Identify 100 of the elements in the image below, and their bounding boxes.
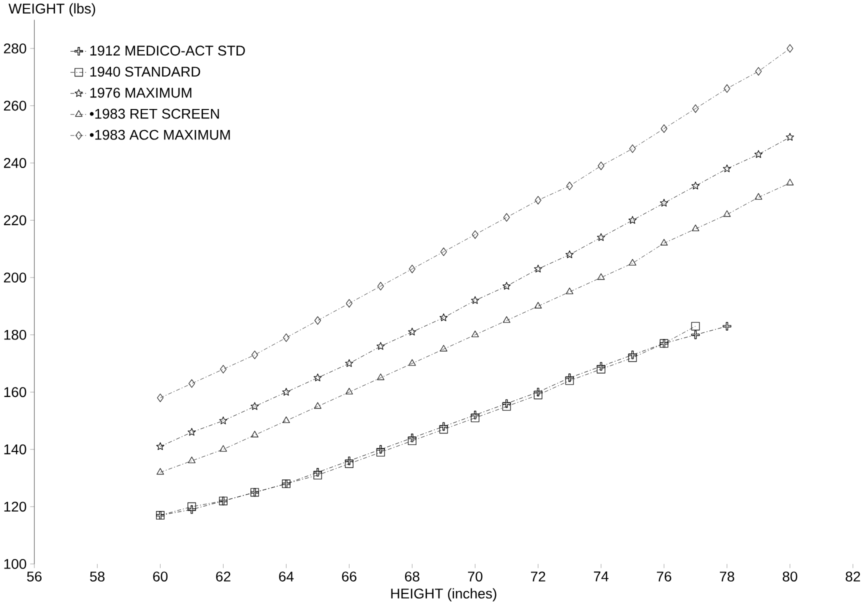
- y-tick-label: 200: [4, 272, 26, 283]
- point: [408, 264, 416, 274]
- x-tick-label: 60: [153, 572, 168, 582]
- x-tick-label: 82: [846, 572, 860, 582]
- point: [723, 210, 731, 218]
- point: [344, 456, 354, 466]
- point: [722, 322, 732, 331]
- x-tick-label: 76: [656, 572, 672, 582]
- point: [534, 388, 542, 397]
- y-tick-label: 100: [4, 559, 26, 570]
- point: [628, 216, 637, 224]
- point: [755, 67, 762, 76]
- x-tick-label: 62: [216, 572, 230, 582]
- point: [188, 428, 196, 436]
- point: [691, 322, 700, 331]
- x-tick-label: 66: [342, 572, 356, 582]
- point: [377, 282, 384, 291]
- point: [250, 402, 259, 410]
- point: [566, 288, 574, 294]
- point: [376, 374, 384, 380]
- point: [565, 374, 574, 382]
- point: [376, 448, 385, 457]
- point: [313, 471, 322, 480]
- point: [440, 248, 447, 256]
- x-axis-title: HEIGHT (inches): [391, 588, 496, 602]
- point: [596, 233, 606, 242]
- point: [251, 431, 258, 438]
- point: [534, 196, 542, 205]
- point: [188, 502, 196, 512]
- y-tick-label: 180: [4, 330, 26, 340]
- point: [345, 359, 354, 368]
- point: [345, 388, 353, 395]
- legend-label: 1940 STANDARD: [90, 66, 200, 77]
- legend-label: 1912 MEDICO-ACT STD: [90, 46, 245, 56]
- point: [724, 84, 730, 93]
- point: [314, 316, 321, 325]
- point: [471, 330, 479, 338]
- x-tick-label: 64: [279, 572, 294, 582]
- point: [156, 468, 164, 475]
- y-tick-label: 240: [4, 158, 26, 168]
- y-tick-label: 280: [4, 44, 26, 54]
- point: [156, 442, 164, 450]
- point: [408, 328, 416, 336]
- point: [408, 436, 416, 446]
- point: [502, 316, 510, 324]
- legend-label: •1983 ACC MAXIMUM: [90, 130, 230, 140]
- point: [282, 388, 290, 396]
- point: [628, 350, 637, 360]
- point: [596, 365, 606, 374]
- point: [439, 425, 448, 434]
- point: [754, 193, 762, 200]
- x-tick-label: 58: [90, 572, 105, 582]
- point: [314, 402, 322, 409]
- point: [219, 416, 228, 424]
- point: [313, 468, 322, 477]
- point: [408, 434, 416, 442]
- point: [188, 379, 196, 388]
- point: [346, 299, 352, 308]
- point: [470, 414, 480, 422]
- point: [628, 354, 637, 362]
- point: [439, 422, 448, 431]
- point: [157, 394, 164, 402]
- point: [251, 350, 258, 360]
- point: [566, 250, 574, 258]
- point: [534, 264, 542, 273]
- point: [503, 213, 510, 222]
- point: [628, 259, 636, 266]
- point: [660, 239, 668, 246]
- point: [408, 359, 416, 366]
- point: [566, 182, 573, 190]
- point: [596, 362, 606, 371]
- point: [188, 456, 196, 464]
- y-tick-label: 140: [4, 444, 26, 455]
- legend-label: 1976 MAXIMUM: [90, 88, 192, 98]
- point: [376, 445, 385, 454]
- point: [282, 416, 290, 424]
- point: [691, 330, 700, 340]
- point: [629, 144, 636, 154]
- point: [220, 365, 227, 374]
- point: [534, 390, 542, 400]
- point: [471, 296, 480, 304]
- point: [220, 445, 227, 452]
- point: [786, 44, 794, 53]
- point: [282, 334, 290, 342]
- point: [502, 402, 511, 411]
- y-tick-label: 220: [4, 216, 26, 226]
- point: [691, 182, 700, 190]
- x-tick-label: 56: [27, 572, 42, 582]
- point: [692, 104, 699, 114]
- point: [502, 282, 511, 290]
- x-tick-label: 80: [782, 572, 798, 582]
- point: [344, 460, 354, 468]
- y-tick-label: 260: [4, 100, 26, 111]
- y-tick-label: 160: [4, 387, 26, 398]
- point: [786, 133, 794, 141]
- point: [598, 162, 604, 170]
- x-tick-label: 68: [405, 572, 420, 582]
- point: [692, 224, 700, 232]
- point: [440, 345, 448, 352]
- point: [660, 124, 668, 134]
